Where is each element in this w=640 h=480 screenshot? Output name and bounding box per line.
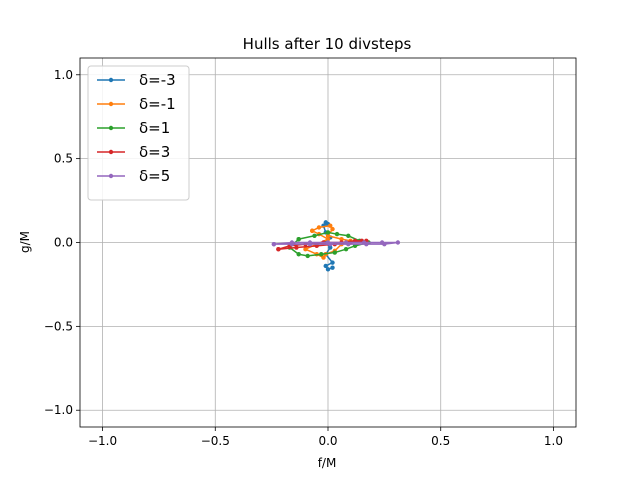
x-tick-label: 0.0 (318, 434, 337, 448)
data-point (294, 245, 298, 249)
y-tick-label: 0.0 (54, 236, 73, 250)
legend-label: δ=-1 (139, 95, 176, 113)
data-point (290, 242, 294, 246)
data-point (303, 247, 307, 251)
y-tick-label: 1.0 (54, 68, 73, 82)
data-point (333, 250, 337, 254)
data-point (312, 234, 316, 238)
data-point (326, 230, 330, 234)
chart-title: Hulls after 10 divsteps (243, 35, 412, 53)
x-axis-label: f/M (318, 456, 337, 470)
data-point (382, 242, 386, 246)
data-point (296, 237, 300, 241)
data-point (346, 234, 350, 238)
data-point (330, 260, 334, 264)
legend-marker (109, 102, 113, 106)
data-point (319, 252, 323, 256)
y-tick-label: −1.0 (44, 403, 73, 417)
data-point (308, 242, 312, 246)
y-axis-label: g/M (18, 231, 32, 253)
x-tick-label: 1.0 (544, 434, 563, 448)
data-point (396, 240, 400, 244)
x-tick-label: −0.5 (201, 434, 230, 448)
legend-marker (109, 78, 113, 82)
y-tick-label: −0.5 (44, 319, 73, 333)
data-point (306, 254, 310, 258)
data-point (317, 225, 321, 229)
data-point (335, 232, 339, 236)
data-point (330, 265, 334, 269)
legend-label: δ=-3 (139, 71, 176, 89)
y-tick-label: 0.5 (54, 152, 73, 166)
data-point (272, 242, 276, 246)
data-point (344, 247, 348, 251)
data-point (276, 247, 280, 251)
data-point (330, 227, 334, 231)
data-point (326, 267, 330, 271)
data-point (310, 229, 314, 233)
legend-marker (109, 174, 113, 178)
data-point (296, 252, 300, 256)
x-tick-label: 0.5 (431, 434, 450, 448)
legend-marker (109, 126, 113, 130)
data-point (346, 242, 350, 246)
legend-label: δ=5 (139, 167, 170, 185)
legend: δ=-3 δ=-1 δ=1 δ=3 δ=5 (88, 66, 189, 200)
legend-label: δ=1 (139, 119, 170, 137)
data-point (364, 242, 368, 246)
legend-marker (109, 150, 113, 154)
data-point (328, 242, 332, 246)
x-tick-label: −1.0 (88, 434, 117, 448)
legend-label: δ=3 (139, 143, 170, 161)
